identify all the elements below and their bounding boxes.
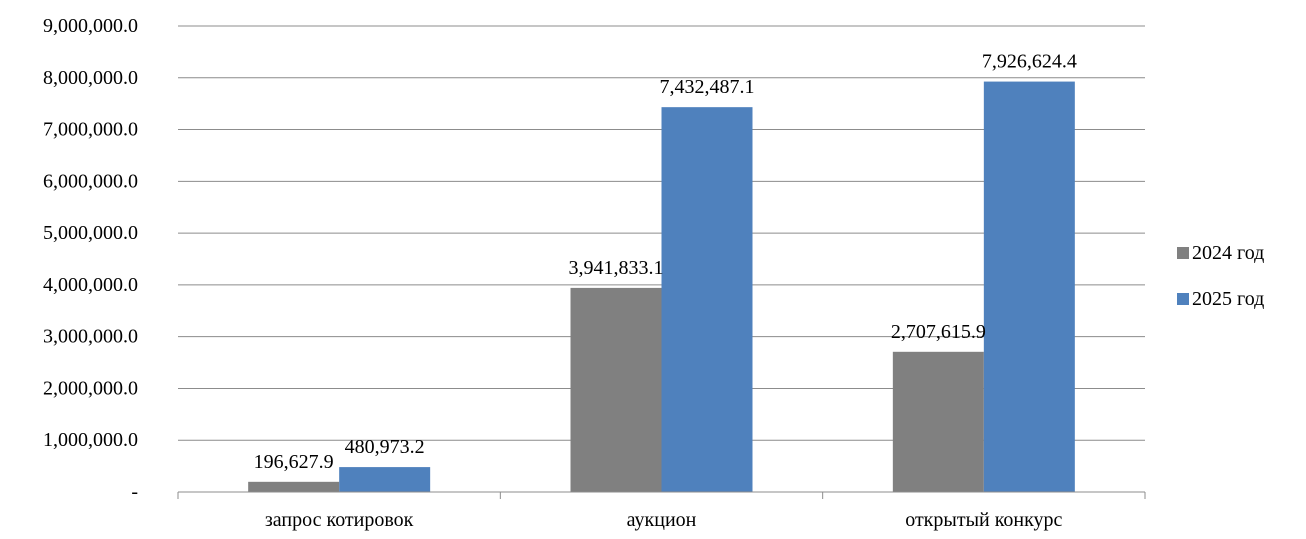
category-label: запрос котировок <box>265 509 414 531</box>
data-label: 196,627.9 <box>254 451 334 473</box>
y-tick-label: 4,000,000.0 <box>43 274 138 296</box>
y-tick-label: 2,000,000.0 <box>43 377 138 399</box>
y-tick-label: 6,000,000.0 <box>43 170 138 192</box>
y-tick-label: 5,000,000.0 <box>43 222 138 244</box>
bar <box>983 81 1075 493</box>
y-tick-label: 3,000,000.0 <box>43 326 138 348</box>
bar <box>248 481 340 492</box>
data-label: 480,973.2 <box>345 436 425 458</box>
legend: 2024 год 2025 год <box>1177 242 1264 310</box>
bar <box>661 107 753 492</box>
legend-label: 2025 год <box>1192 288 1264 310</box>
category-label: открытый конкурс <box>905 509 1062 531</box>
legend-swatch <box>1177 293 1189 305</box>
y-tick-label: - <box>131 481 138 503</box>
bars <box>248 81 1075 493</box>
y-tick-label: 7,000,000.0 <box>43 119 138 141</box>
bar <box>892 351 984 492</box>
data-labels: 196,627.9 480,973.2 3,941,833.1 7,432,487.1… <box>254 51 1077 473</box>
data-label: 3,941,833.1 <box>569 257 664 279</box>
y-axis-ticks: - 1,000,000.0 2,000,000.0 3,000,000.0 4,000,… <box>43 15 138 503</box>
data-label: 7,432,487.1 <box>660 76 755 98</box>
y-tick-label: 8,000,000.0 <box>43 67 138 89</box>
category-label: аукцион <box>627 509 697 531</box>
legend-swatch <box>1177 247 1189 259</box>
x-axis <box>177 491 1146 499</box>
y-tick-label: 9,000,000.0 <box>43 15 138 37</box>
data-label: 2,707,615.9 <box>891 321 986 343</box>
y-tick-label: 1,000,000.0 <box>43 429 138 451</box>
legend-label: 2024 год <box>1192 242 1264 264</box>
data-label: 7,926,624.4 <box>982 51 1077 73</box>
category-labels: запрос котировок аукцион открытый конкурс <box>265 509 1063 531</box>
bar <box>570 287 662 492</box>
bar <box>339 467 431 492</box>
